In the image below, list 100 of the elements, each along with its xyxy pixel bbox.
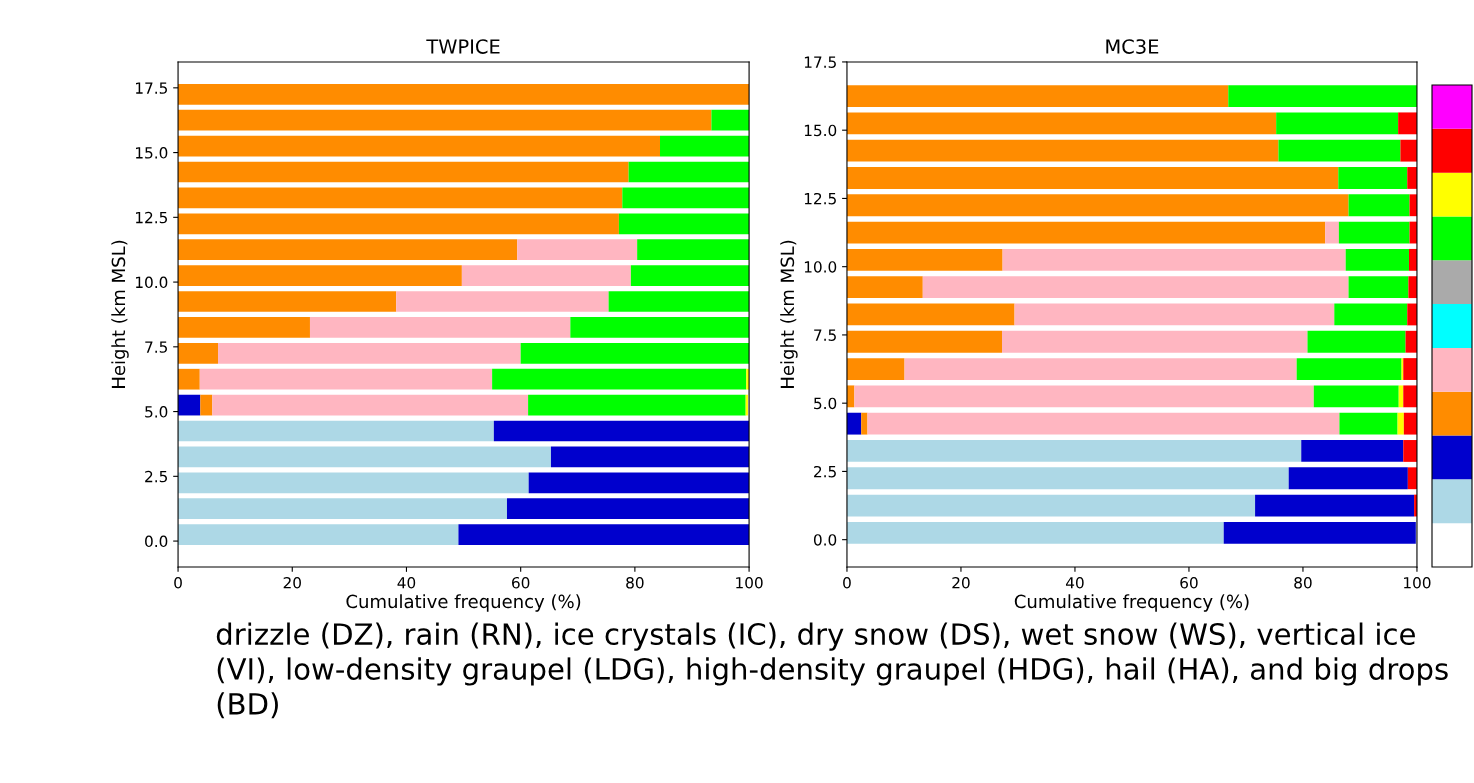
y-tick-label: 2.5 (145, 470, 167, 483)
bar (570, 317, 750, 338)
bar (550, 446, 750, 468)
bar (517, 239, 638, 261)
bar (199, 368, 493, 390)
bar (1408, 276, 1417, 299)
bar (1403, 385, 1417, 408)
bar (1334, 303, 1408, 326)
y-tick-label: 15.0 (136, 147, 168, 159)
x-tick-label: 40 (397, 576, 416, 589)
bar (1403, 358, 1417, 380)
bar (1307, 330, 1406, 353)
y-tick-label: 0.0 (813, 534, 837, 546)
bar (1255, 494, 1415, 517)
y-tick-label: 17.5 (804, 56, 836, 68)
bar (178, 342, 219, 364)
bar (1348, 194, 1410, 217)
bar (178, 498, 507, 520)
bar (1223, 521, 1416, 544)
bar (178, 394, 201, 416)
bar (1296, 358, 1402, 380)
bar (846, 521, 1224, 544)
y-tick-label: 17.5 (136, 82, 167, 94)
bar (178, 187, 623, 209)
bar (622, 187, 750, 209)
y-tick-label: 2.5 (814, 465, 836, 478)
bar (178, 161, 629, 183)
bar (846, 440, 1302, 462)
bar (458, 524, 750, 545)
x-tick-label: 60 (1180, 576, 1198, 589)
x-tick-label: 0 (843, 576, 851, 589)
y-tick-label: 12.5 (804, 192, 836, 205)
bar (922, 276, 1349, 299)
bar (1403, 440, 1417, 462)
bar (1014, 303, 1335, 326)
bar (846, 167, 1339, 189)
x-axis-title: Cumulative frequency (%) (1014, 594, 1249, 612)
bar (178, 135, 661, 157)
bar (867, 412, 1340, 435)
x-tick-label: 80 (1294, 576, 1312, 589)
bar (1002, 330, 1308, 353)
y-tick-label: 5.0 (145, 406, 168, 418)
text: drizzle (DZ), rain (RN), ice crystals (IC), dry snow (DS), wet snow (WS), vertical ice (VI), low-density graupel (LDG), high-density graupel (HDG), hail (HA), and big drops (BD) (216, 622, 1448, 719)
bar (846, 112, 1277, 135)
y-tick-label: 10.0 (136, 276, 168, 289)
x-tick-label: 0 (174, 576, 182, 589)
bar (178, 239, 518, 261)
y-axis-title: Height (km MSL) (780, 240, 798, 388)
bar (178, 265, 462, 286)
bar (1002, 248, 1346, 271)
bar (218, 342, 521, 364)
x-tick-label: 80 (626, 576, 644, 589)
bar (608, 291, 750, 312)
bar (1339, 412, 1398, 435)
bar (846, 248, 1003, 271)
y-tick-label: 12.5 (136, 211, 167, 224)
bar (846, 276, 923, 299)
bar (1398, 112, 1417, 135)
y-axis-title: Height (km MSL) (111, 240, 129, 388)
bar (1407, 167, 1417, 189)
bar (178, 83, 750, 105)
bar (846, 194, 1349, 217)
bar (846, 303, 1015, 326)
bar (493, 420, 750, 442)
x-axis-title: Cumulative frequency (%) (346, 594, 581, 612)
bar (861, 412, 868, 435)
bar (904, 358, 1297, 380)
bar (506, 498, 750, 520)
bar (396, 291, 609, 312)
y-tick-label: 7.5 (814, 329, 836, 341)
bar (178, 368, 200, 390)
bar (1325, 221, 1339, 244)
bar (846, 221, 1326, 244)
bar (637, 239, 750, 261)
bar (492, 368, 747, 390)
bar (178, 420, 494, 442)
y-tick-label: 5.0 (814, 397, 837, 410)
bar (1400, 139, 1417, 162)
y-tick-label: 15.0 (804, 124, 837, 137)
bar (711, 109, 750, 131)
y-tick-label: 0.0 (145, 535, 168, 548)
bar (1278, 139, 1401, 162)
x-tick-label: 100 (1404, 576, 1431, 589)
bar (846, 330, 1002, 353)
x-tick-label: 20 (283, 576, 301, 589)
x-tick-label: 60 (512, 576, 530, 589)
bar (630, 265, 750, 286)
bar (1403, 412, 1417, 435)
bar (1397, 412, 1404, 435)
bar (461, 265, 631, 286)
bar (1338, 167, 1408, 189)
bar (178, 317, 310, 338)
bar (846, 85, 1229, 107)
bar (528, 394, 746, 416)
bar (200, 394, 213, 416)
bar (178, 524, 459, 545)
bar (1313, 385, 1399, 408)
bar (1301, 440, 1404, 462)
chart-title: MC3E (1106, 39, 1159, 54)
bar (846, 467, 1289, 490)
